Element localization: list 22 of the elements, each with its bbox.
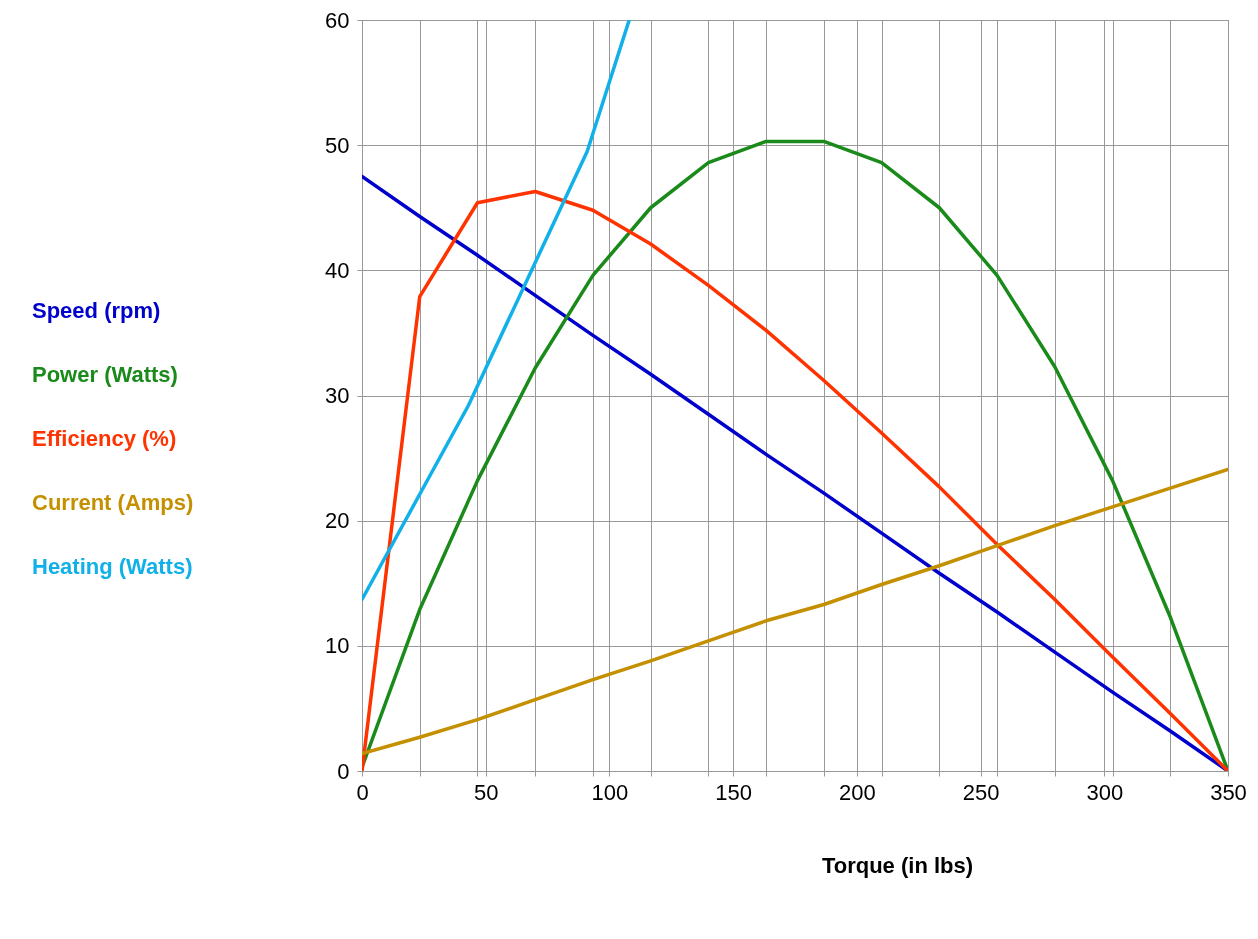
text: Heating (Watts) [32, 554, 193, 579]
y-tick-label: 20 [325, 508, 350, 534]
x-tick-label: 0 [356, 779, 369, 805]
x-tick-label: 50 [473, 779, 499, 805]
x-tick-label: 100 [591, 779, 629, 805]
x-axis-title: Torque (in lbs) [821, 852, 974, 878]
x-tick-label: 250 [962, 779, 1000, 805]
y-tick-label: 50 [325, 132, 350, 158]
y-tick-label: 10 [325, 633, 350, 659]
y-tick-label: 0 [337, 758, 350, 784]
y-tick-label: 30 [325, 383, 350, 408]
y-tick-label: 40 [325, 257, 350, 283]
x-tick-label: 200 [839, 779, 876, 805]
x-tick-label: 150 [715, 779, 752, 805]
text: Efficiency (%) [32, 426, 177, 451]
y-tick-label: 60 [325, 7, 350, 33]
x-tick-label: 350 [1210, 779, 1247, 805]
text: Power (Watts) [32, 362, 178, 387]
line-series [362, 20, 631, 602]
text: Speed (rpm) [32, 298, 161, 323]
x-tick-label: 300 [1086, 779, 1124, 805]
text: Current (Amps) [32, 490, 194, 515]
